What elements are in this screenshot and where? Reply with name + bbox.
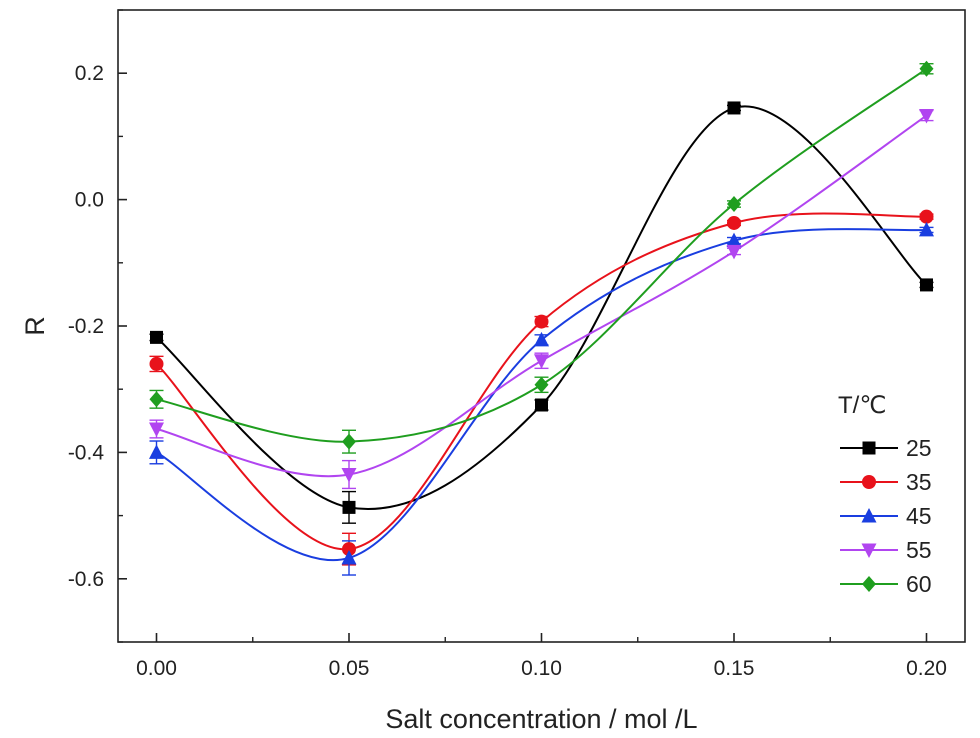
legend-label-35: 35 (906, 469, 932, 495)
data-point-35 (149, 356, 164, 371)
data-point-45 (726, 232, 742, 248)
x-tick-label: 0.20 (906, 657, 947, 680)
data-point-55 (149, 422, 164, 438)
series-curves (155, 67, 928, 562)
y-tick-label: -0.4 (68, 441, 105, 464)
data-point-25 (535, 398, 548, 412)
data-point-45 (919, 221, 934, 237)
legend-title: T/℃ (838, 392, 886, 419)
legend-marker-35 (862, 475, 876, 489)
data-point-55 (919, 109, 934, 124)
legend-label-25: 25 (906, 435, 932, 461)
series-line-45 (156, 228, 927, 562)
legend-label-45: 45 (906, 503, 932, 529)
y-tick-label: -0.6 (68, 568, 104, 591)
data-point-25 (920, 278, 933, 292)
data-point-35 (919, 209, 934, 224)
legend-label-60: 60 (906, 571, 932, 597)
legend-marker-45 (861, 508, 877, 523)
data-point-35 (342, 542, 356, 557)
legend-label-55: 55 (906, 537, 932, 563)
data-point-35 (534, 314, 549, 329)
y-axis-title: R (20, 316, 50, 336)
x-axis-title: Salt concentration / mol /L (385, 704, 697, 734)
data-point-25 (150, 330, 163, 344)
data-point-55 (341, 468, 357, 483)
data-point-25 (342, 500, 356, 514)
x-tick-label: 0.00 (136, 657, 177, 680)
data-point-45 (534, 331, 549, 347)
data-point-55 (726, 244, 742, 260)
series-line-25 (155, 105, 928, 510)
data-point-45 (341, 549, 357, 565)
data-point-25 (727, 101, 741, 115)
data-point-55 (534, 354, 549, 369)
y-tick-label: 0.2 (75, 62, 104, 85)
y-tick-label: 0.0 (75, 189, 104, 212)
y-tick-label: -0.2 (68, 315, 104, 338)
series-line-60 (156, 67, 928, 443)
x-axis: 0.00 0.05 0.10 0.15 0.20 (136, 633, 947, 680)
legend: T/℃ 25 35 45 55 60 (838, 392, 932, 597)
data-point-60 (919, 60, 934, 77)
y-axis: -0.6 -0.4 -0.2 0.0 0.2 (68, 9, 127, 643)
x-tick-label: 0.05 (329, 657, 370, 680)
data-markers (149, 60, 934, 565)
legend-marker-60 (862, 576, 876, 592)
series-line-55 (156, 114, 928, 478)
data-point-35 (727, 215, 741, 230)
x-tick-label: 0.15 (714, 657, 755, 680)
data-point-60 (727, 196, 741, 213)
data-point-60 (342, 433, 356, 450)
legend-marker-25 (862, 441, 876, 455)
series-line-35 (155, 212, 927, 551)
data-point-45 (149, 444, 164, 459)
data-point-60 (149, 391, 164, 408)
x-tick-label: 0.10 (521, 657, 562, 680)
legend-marker-55 (861, 543, 877, 558)
data-point-60 (534, 376, 549, 393)
